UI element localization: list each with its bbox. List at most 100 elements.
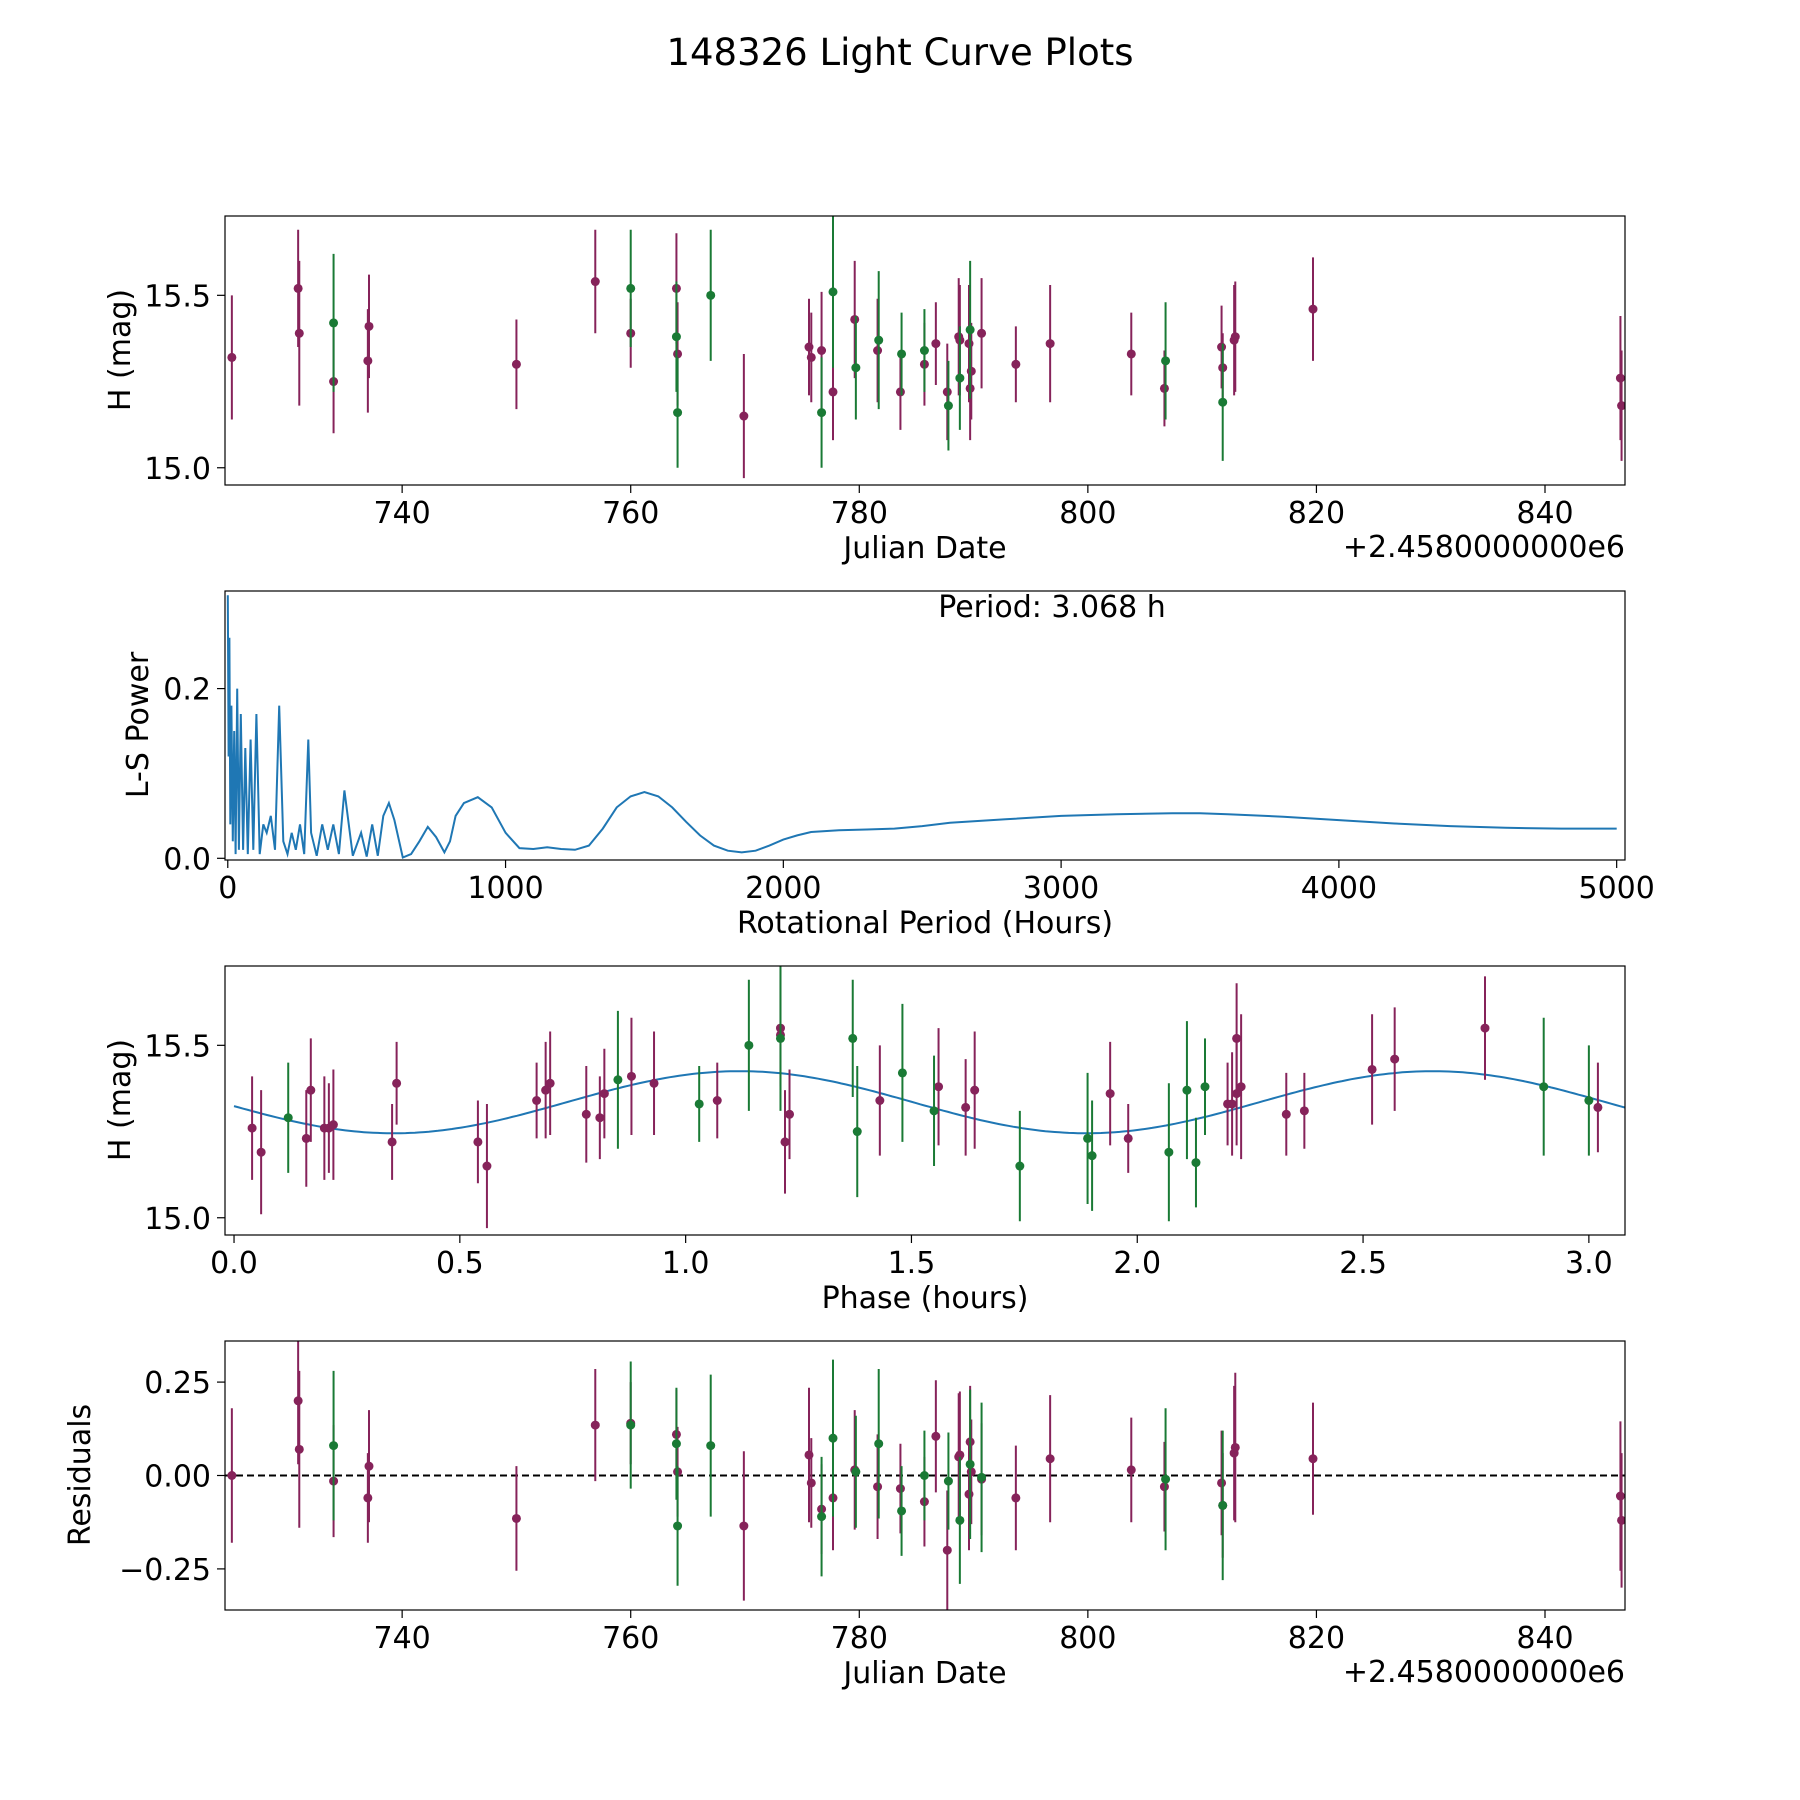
x-tick-label: 3.0 [1565,1246,1613,1281]
data-point [1236,1082,1246,1092]
data-point [848,1033,858,1043]
data-point [328,1120,338,1130]
data-point [1615,373,1625,383]
x-tick-label: 740 [374,496,431,531]
data-point [934,1082,944,1092]
x-tick-label: 780 [831,1621,888,1656]
data-point [1217,1478,1227,1488]
y-tick-label: 15.5 [144,279,211,314]
data-point [895,387,905,397]
x-tick-label: 0.0 [210,1246,258,1281]
data-point [977,328,987,338]
data-point [955,1515,965,1525]
data-point [227,1471,237,1480]
x-tick-label: 5000 [1578,871,1654,906]
data-point [293,283,303,293]
data-point [806,1478,816,1488]
data-point [965,325,975,335]
data-point [301,1133,311,1143]
data-point [294,1444,304,1454]
res-x-ticks: 740 760 780 800 820 840 [374,1610,1574,1656]
data-point [1015,1161,1025,1171]
data-point [817,1512,827,1522]
data-point [1200,1082,1210,1092]
res-y-ticks: −0.25 0.00 0.25 [119,1366,225,1588]
x-tick-label: 760 [602,496,659,531]
x-tick-label: 800 [1059,1621,1116,1656]
y-tick-label: 15.0 [144,1202,211,1237]
data-point [931,1431,941,1441]
lc-offset-text: +2.4580000000e6 [1343,530,1625,565]
data-point [590,277,600,287]
ls-x-ticks: 0 1000 2000 3000 4000 5000 [218,860,1655,906]
data-point [1217,342,1227,352]
x-tick-label: 0.5 [436,1246,484,1281]
res-offset-text: +2.4580000000e6 [1343,1655,1625,1690]
lc-y-label: H (mag) [103,289,138,411]
data-point [1230,1442,1240,1452]
x-tick-label: 840 [1516,496,1573,531]
data-point [1480,1023,1490,1033]
data-point [329,318,339,328]
data-point [1191,1158,1201,1168]
data-point [293,1396,303,1406]
data-point [1159,383,1169,393]
data-point [363,1493,373,1503]
lc-x-ticks: 740 760 780 800 820 840 [374,485,1574,531]
ls-x-label: Rotational Period (Hours) [737,906,1113,941]
x-tick-label: 3000 [1023,871,1099,906]
data-point [955,373,965,383]
x-tick-label: 1.0 [662,1246,710,1281]
data-point [694,1099,704,1109]
data-point [817,408,827,418]
data-point [874,335,884,345]
data-point [364,321,374,331]
x-tick-label: 0 [218,871,237,906]
data-point [363,356,373,366]
data-point [581,1109,591,1119]
data-point [294,328,304,338]
x-tick-label: 820 [1288,1621,1345,1656]
data-point [649,1078,659,1088]
phase-plot-area [233,966,1625,1229]
data-point [1308,1454,1318,1464]
y-tick-label: 0.25 [144,1366,211,1401]
res-x-label: Julian Date [841,1656,1006,1691]
x-tick-label: 760 [602,1621,659,1656]
data-point [1593,1102,1603,1112]
data-point [364,1461,374,1471]
data-point [875,1096,885,1105]
data-point [970,1085,980,1095]
x-tick-label: 780 [831,496,888,531]
data-point [482,1161,492,1171]
data-point [541,1085,551,1095]
data-point [897,349,907,359]
data-point [532,1096,542,1105]
data-point [873,346,883,355]
data-point [806,352,816,362]
data-point [739,411,749,421]
data-point [966,1467,976,1477]
data-point [671,332,681,342]
data-point [706,1441,716,1451]
data-point [1011,359,1021,369]
y-tick-label: 15.0 [144,452,211,487]
data-point [977,1472,987,1482]
data-point [1584,1096,1594,1105]
data-point [673,1521,683,1531]
res-y-label: Residuals [63,1404,98,1546]
data-point [545,1078,555,1088]
data-point [227,352,237,362]
data-point [966,366,976,376]
data-point [1164,1147,1174,1157]
ls-y-ticks: 0.0 0.2 [163,673,225,877]
data-point [1281,1109,1291,1119]
data-point [306,1085,316,1095]
panel-periodogram: 0 1000 2000 3000 4000 5000 0.0 0.2 Period: 3.0… [121,590,1655,941]
data-point [942,387,952,397]
data-point [1126,1465,1136,1475]
data-point [706,290,716,300]
ls-plot-area [226,595,1617,859]
data-point [671,1439,681,1449]
